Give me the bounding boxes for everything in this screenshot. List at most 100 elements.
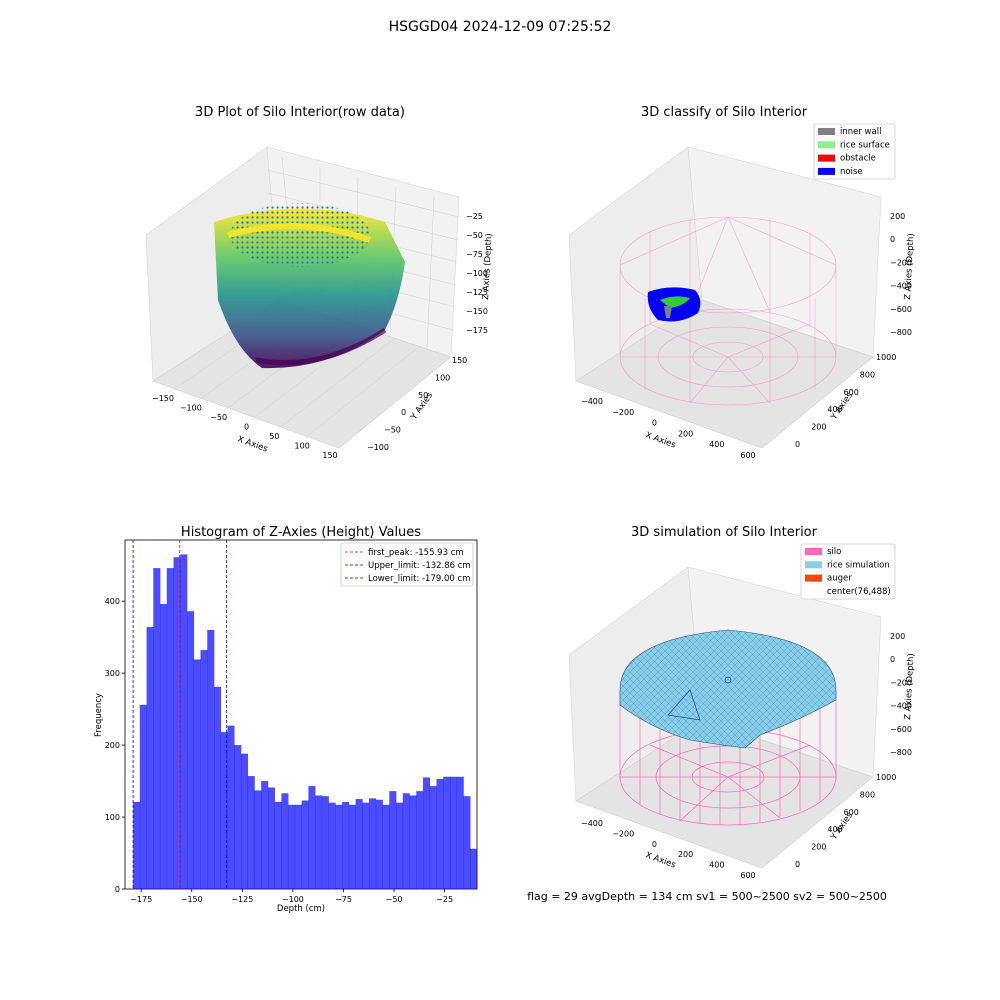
- tick-label: 0: [795, 440, 800, 449]
- tick-label: 200: [890, 632, 905, 641]
- classify-x-ticks: −400 −200 0 200 400 600: [581, 397, 756, 460]
- rice-simulation-surface: [619, 629, 837, 749]
- tick-label: −200: [612, 829, 634, 838]
- raw-x-label: X Axies: [236, 434, 269, 454]
- histogram-bar: [187, 611, 195, 889]
- classify-z-ticks: 200 0 −200 −400 −600 −800: [890, 212, 912, 337]
- legend-swatch: [818, 167, 835, 175]
- tick-label: −25: [466, 212, 483, 221]
- tick-label: −400: [890, 282, 912, 291]
- panel-raw-title: 3D Plot of Silo Interior(row data): [195, 105, 405, 120]
- histogram-x-label: Depth (cm): [277, 904, 325, 914]
- legend-label: Lower_limit: -179.00 cm: [368, 574, 470, 584]
- histogram-bar: [463, 796, 471, 889]
- histogram-bar: [321, 796, 329, 889]
- histogram-bar: [348, 804, 356, 889]
- histogram-bar: [193, 659, 201, 889]
- histogram-bar: [470, 848, 478, 889]
- y-tick-label: 300: [105, 669, 120, 678]
- histogram-bar: [207, 629, 215, 889]
- histogram-bar: [160, 604, 168, 889]
- classify-x-label: X Axies: [644, 430, 677, 450]
- histogram-bar: [335, 804, 343, 889]
- tick-label: 600: [844, 808, 859, 817]
- raw-point-cloud: [214, 203, 405, 369]
- histogram-bar: [261, 781, 269, 889]
- tick-label: 800: [860, 370, 875, 379]
- tick-label: 0: [652, 419, 657, 428]
- histogram-bar: [200, 650, 208, 889]
- tick-label: −100: [367, 443, 389, 452]
- histogram-bar: [220, 732, 228, 889]
- y-tick-label: 200: [105, 741, 120, 750]
- figure-title: HSGGD04 2024-12-09 07:25:52: [389, 19, 612, 35]
- legend-label: Upper_limit: -132.86 cm: [368, 561, 471, 571]
- tick-label: −50: [384, 426, 401, 435]
- histogram-bar: [153, 568, 161, 889]
- histogram-bar: [133, 801, 141, 889]
- legend-swatch: [818, 141, 835, 149]
- tick-label: 0: [652, 840, 657, 849]
- histogram-bar: [375, 799, 383, 889]
- pane-floor: [575, 299, 874, 449]
- tick-label: 0: [890, 235, 895, 244]
- histogram-bar: [214, 686, 222, 889]
- tick-label: 200: [678, 429, 693, 438]
- histogram-bar: [227, 725, 235, 889]
- legend-label: noise: [840, 167, 863, 177]
- panel-classify-title: 3D classify of Silo Interior: [641, 105, 808, 120]
- tick-label: −150: [152, 394, 174, 403]
- y-tick-label: 100: [105, 813, 120, 822]
- tick-label: 200: [811, 843, 826, 852]
- classify-legend: inner wall rice surface obstacle noise: [813, 123, 896, 180]
- legend-label: rice simulation: [827, 560, 890, 570]
- legend-label: center(76,488): [827, 587, 891, 597]
- tick-label: −600: [890, 725, 912, 734]
- histogram-bar: [429, 786, 437, 889]
- histogram-bar: [362, 802, 370, 889]
- tick-label: 0: [401, 408, 406, 417]
- raw-z-ticks: −25 −50 −75 −100 −125 −150 −175: [466, 212, 488, 335]
- histogram-bar: [301, 800, 309, 889]
- simulation-x-ticks: −400 −200 0 200 400 600: [581, 819, 756, 880]
- histogram-vlines: [132, 540, 227, 889]
- classified-cluster: [647, 287, 701, 322]
- histogram-bar: [308, 786, 316, 889]
- tick-label: 600: [844, 388, 859, 397]
- legend-label: silo: [827, 547, 841, 557]
- tick-label: 0: [795, 860, 800, 869]
- histogram-bar: [254, 790, 262, 889]
- tick-label: 600: [740, 871, 755, 880]
- legend-swatch: [805, 561, 822, 569]
- tick-label: 150: [322, 451, 337, 460]
- simulation-x-label: X Axies: [644, 850, 677, 870]
- legend-swatch: [818, 154, 835, 162]
- legend-label: first_peak: -155.93 cm: [368, 548, 464, 558]
- histogram-bar: [416, 791, 424, 889]
- histogram-y-ticks: 0 100 200 300 400: [105, 597, 125, 894]
- histogram-bar: [173, 557, 181, 889]
- legend-label: rice surface: [840, 140, 890, 150]
- tick-label: 1000: [876, 773, 896, 782]
- x-tick-label: −125: [231, 895, 253, 904]
- tick-label: −75: [466, 250, 483, 259]
- histogram-bar: [409, 795, 417, 889]
- tick-label: −400: [581, 397, 603, 406]
- tick-label: −200: [890, 258, 912, 267]
- tick-label: 200: [678, 850, 693, 859]
- histogram-bar: [139, 704, 147, 889]
- histogram-bars: [133, 554, 478, 889]
- histogram-bar: [389, 791, 397, 889]
- tick-label: −200: [890, 678, 912, 687]
- tick-label: 50: [418, 391, 428, 400]
- tick-label: −800: [890, 748, 912, 757]
- y-tick-label: 400: [105, 597, 120, 606]
- panel-classify-3d: 3D classify of Silo Interior −40: [568, 105, 916, 460]
- tick-label: −175: [466, 326, 488, 335]
- tick-label: 400: [827, 405, 842, 414]
- tick-label: −100: [466, 269, 488, 278]
- tick-label: −50: [210, 413, 227, 422]
- tick-label: 100: [295, 442, 310, 451]
